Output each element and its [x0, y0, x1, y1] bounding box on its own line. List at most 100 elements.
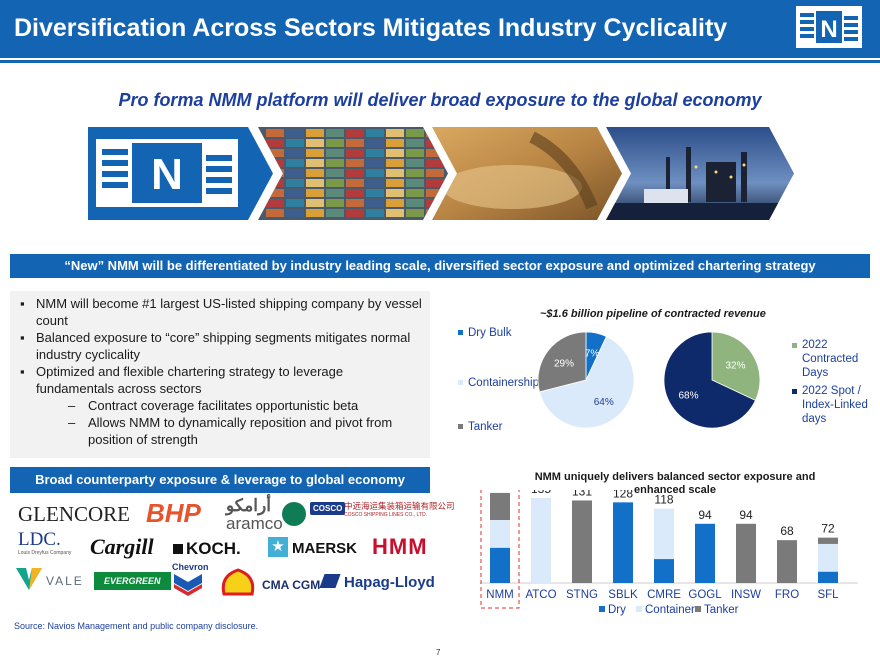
- pie-legend-tanker: Tanker: [458, 420, 503, 434]
- bar-segment: [490, 492, 510, 520]
- counterparty-banner: Broad counterparty exposure & leverage t…: [10, 467, 430, 493]
- bar-segment: [695, 523, 715, 583]
- source-note: Source: Navios Management and public com…: [14, 621, 259, 631]
- container-block: [266, 149, 284, 157]
- bar-category-label: ATCO: [525, 589, 556, 601]
- container-block: [326, 209, 344, 217]
- container-block: [326, 149, 344, 157]
- charter-pie-chart: 32% 68%: [663, 331, 761, 429]
- bullet-item: Balanced exposure to “core” shipping seg…: [18, 329, 422, 363]
- container-block: [306, 129, 324, 137]
- container-block: [406, 139, 424, 147]
- chevron-logo-panel: N: [88, 127, 273, 220]
- container-block: [266, 169, 284, 177]
- chevron-logo-letter: N: [151, 150, 183, 199]
- container-block: [346, 169, 364, 177]
- bar-category-label: SBLK: [608, 589, 638, 601]
- container-block: [326, 159, 344, 167]
- header-divider: [0, 60, 880, 63]
- legend-label: 2022 Contracted Days: [802, 339, 859, 379]
- container-block: [266, 159, 284, 167]
- pie-slice: [711, 331, 761, 401]
- container-block: [406, 149, 424, 157]
- bar-segment: [818, 571, 838, 583]
- aramco-logo: aramco: [226, 514, 283, 533]
- container-block: [286, 149, 304, 157]
- pie-value-label: 68%: [678, 390, 698, 401]
- sub-bullet-text: Contract coverage facilitates opportunis…: [88, 398, 359, 413]
- bar-segment: [613, 502, 633, 583]
- bar-legend-swatch: [599, 606, 605, 612]
- navios-logo: N: [796, 6, 862, 48]
- pie-legend-contracted: 2022 Contracted Days: [792, 338, 872, 380]
- container-block: [306, 209, 324, 217]
- bullet-item: Optimized and flexible chartering strate…: [18, 363, 422, 397]
- pie-legend-dry-bulk: Dry Bulk: [458, 326, 511, 340]
- container-block: [346, 189, 364, 197]
- differentiation-banner: “New” NMM will be differentiated by indu…: [10, 254, 870, 278]
- bar-value-label: 143: [490, 490, 510, 491]
- header-bar: Diversification Across Sectors Mitigates…: [0, 0, 880, 58]
- container-block: [406, 199, 424, 207]
- page-number: 7: [436, 648, 441, 657]
- legend-label: Containership: [468, 377, 539, 389]
- bar-legend-label: Container: [645, 604, 695, 616]
- container-block: [266, 179, 284, 187]
- sector-pie-chart: 7% 64% 29%: [537, 331, 635, 429]
- container-block: [386, 139, 404, 147]
- vale-v-icon: [16, 568, 42, 590]
- container-block: [266, 139, 284, 147]
- pie-chart-title: ~$1.6 billion pipeline of contracted rev…: [540, 308, 766, 320]
- pie-value-label: 32%: [725, 361, 745, 372]
- koch-logo: KOCH.: [186, 539, 241, 558]
- container-block: [366, 159, 384, 167]
- bhp-logo: BHP: [146, 498, 201, 528]
- legend-swatch: [792, 389, 797, 394]
- navios-logo-icon: N: [798, 8, 860, 46]
- maersk-star-icon: ★: [268, 537, 288, 557]
- container-block: [426, 179, 444, 187]
- cosco-logo: COSCO: [310, 502, 346, 515]
- bar-category-label: NMM: [486, 589, 513, 601]
- legend-swatch: [458, 380, 463, 386]
- container-block: [426, 149, 444, 157]
- hmm-logo: HMM: [372, 534, 428, 559]
- bar-segment: [736, 523, 756, 583]
- bar-legend-label: Tanker: [704, 604, 739, 616]
- shell-logo-icon: [221, 568, 255, 596]
- bar-segment: [654, 559, 674, 583]
- container-block: [306, 189, 324, 197]
- hapag-lloyd-icon: [319, 574, 341, 588]
- vale-logo: VALE: [46, 574, 84, 588]
- container-block: [366, 199, 384, 207]
- container-block: [406, 189, 424, 197]
- container-block: [346, 209, 364, 217]
- container-block: [306, 199, 324, 207]
- container-block: [366, 129, 384, 137]
- bar-value-label: 118: [654, 493, 673, 507]
- container-block: [286, 139, 304, 147]
- bar-segment: [490, 520, 510, 548]
- container-block: [366, 209, 384, 217]
- cma-cgm-logo: CMA CGM: [262, 578, 321, 592]
- pie-value-label: 7%: [585, 348, 600, 359]
- pie-value-label: 29%: [554, 358, 574, 369]
- bar-segment: [818, 543, 838, 572]
- container-block: [346, 149, 364, 157]
- maersk-logo: MAERSK: [292, 540, 358, 557]
- container-block: [266, 209, 284, 217]
- cosco-chinese-name: 中远海运集装箱运输有限公司: [344, 501, 455, 511]
- container-block: [386, 189, 404, 197]
- bar-category-label: SFL: [817, 589, 839, 601]
- bar-category-label: STNG: [566, 589, 598, 601]
- container-block: [286, 159, 304, 167]
- container-block: [346, 139, 364, 147]
- container-block: [366, 189, 384, 197]
- pie-slice: [537, 331, 587, 393]
- bar-value-label: 135: [531, 490, 551, 496]
- sub-bullet-text: Allows NMM to dynamically reposition and…: [88, 415, 393, 447]
- container-block: [426, 189, 444, 197]
- bar-segment: [531, 497, 551, 583]
- legend-swatch: [458, 424, 463, 430]
- container-block: [346, 179, 364, 187]
